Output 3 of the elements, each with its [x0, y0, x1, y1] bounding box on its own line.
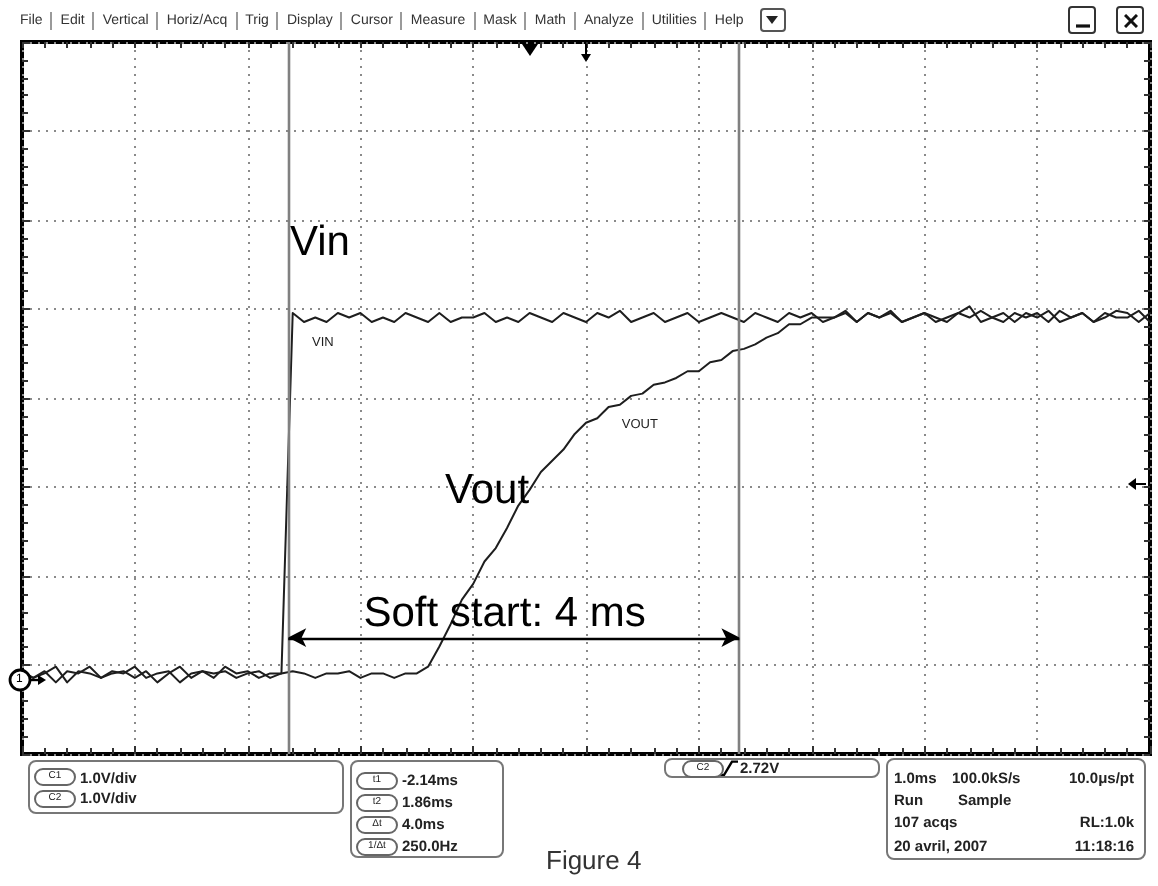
text: Vin: [290, 219, 350, 265]
annotation: Vout: [445, 467, 530, 513]
caption: Figure 4: [546, 845, 642, 875]
